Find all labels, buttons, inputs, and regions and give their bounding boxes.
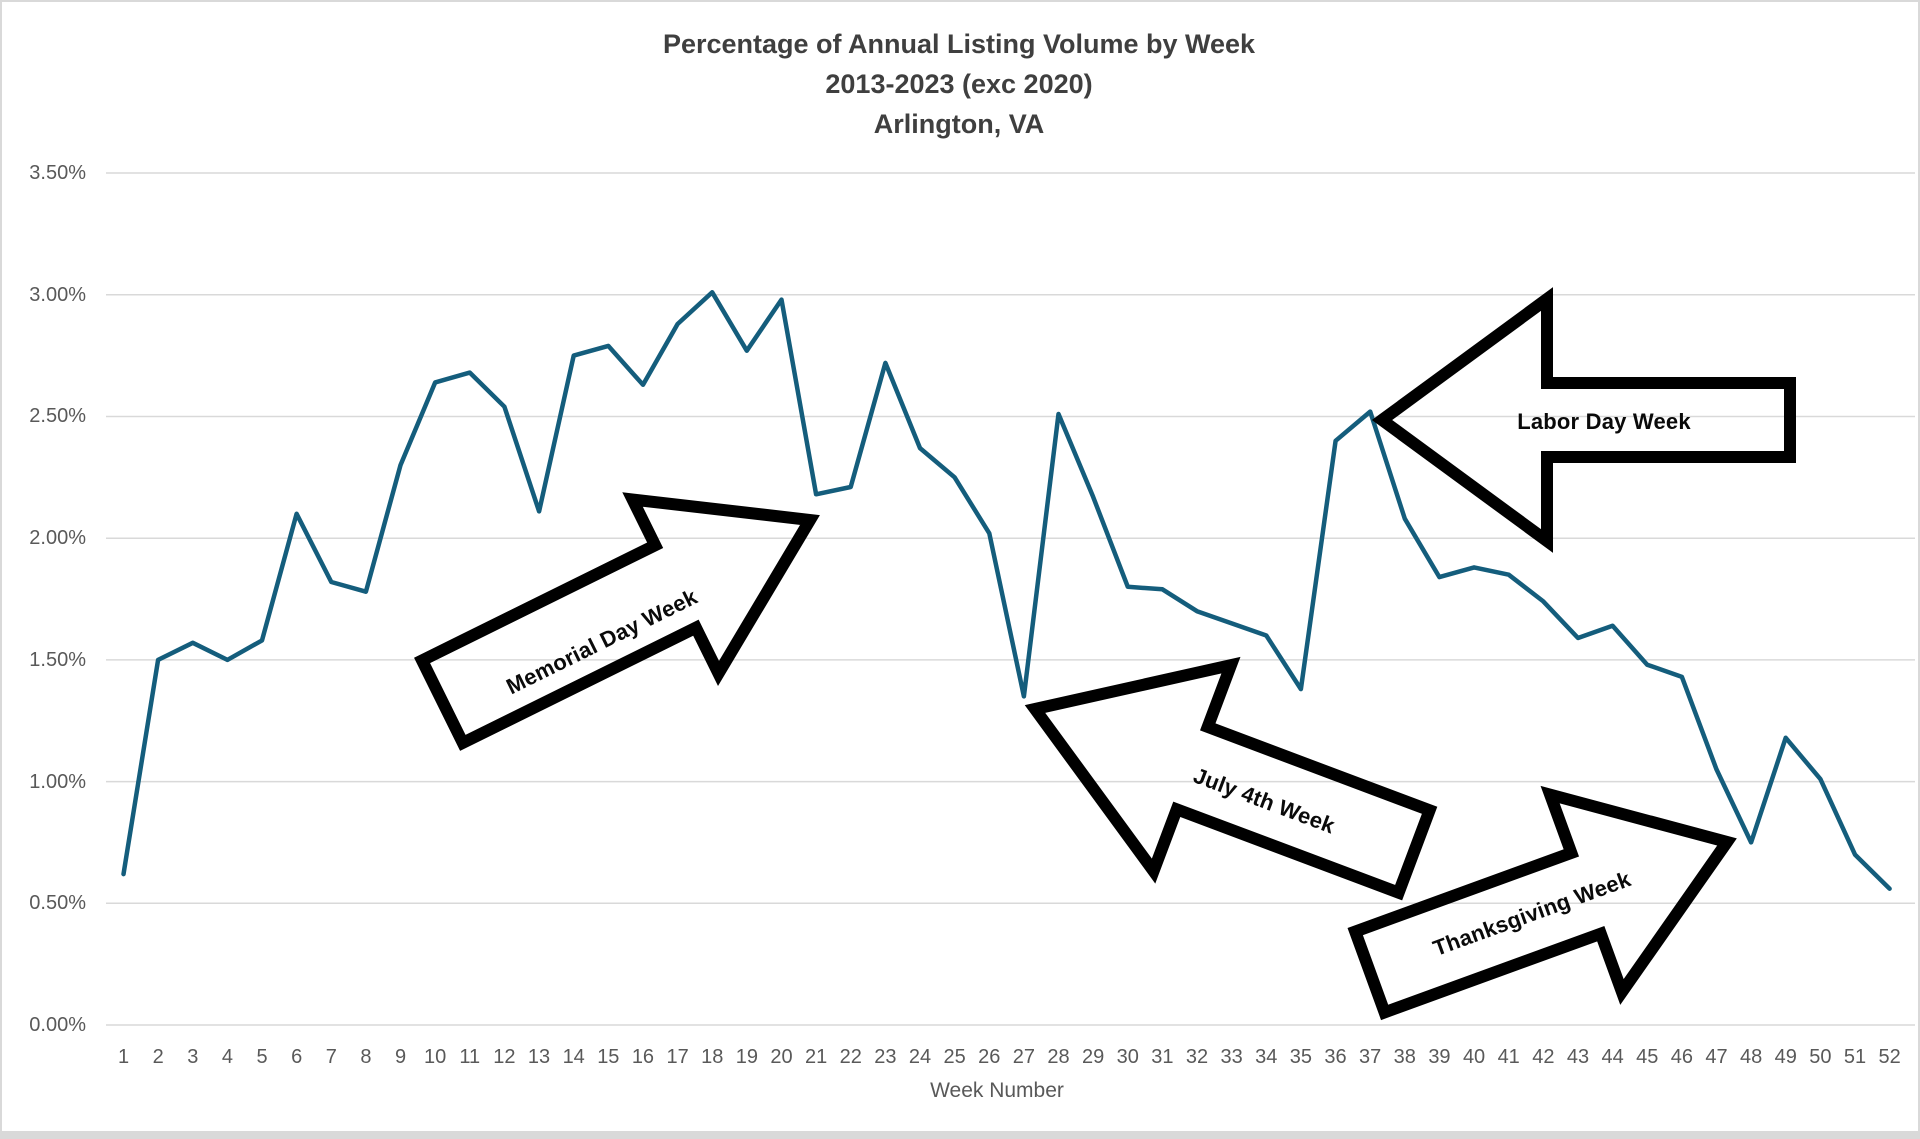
chart-title: Percentage of Annual Listing Volume by W…	[2, 24, 1916, 144]
x-tick-label: 15	[597, 1046, 620, 1068]
x-tick-label: 30	[1116, 1046, 1139, 1068]
y-tick-label: 0.50%	[29, 892, 86, 915]
y-tick-label: 0.00%	[29, 1014, 86, 1036]
x-tick-label: 25	[943, 1046, 966, 1068]
x-tick-label: 14	[562, 1046, 585, 1068]
x-tick-label: 44	[1601, 1046, 1624, 1068]
x-tick-label: 13	[527, 1046, 551, 1068]
x-tick-label: 35	[1289, 1046, 1313, 1068]
x-tick-label: 7	[325, 1046, 337, 1068]
x-tick-label: 2	[152, 1046, 164, 1068]
x-tick-label: 41	[1497, 1046, 1520, 1068]
x-tick-label: 33	[1220, 1046, 1243, 1068]
x-tick-label: 28	[1047, 1046, 1070, 1068]
x-tick-label: 17	[666, 1046, 689, 1068]
data-series-line	[121, 290, 1892, 891]
labor-day-arrow	[1371, 287, 1796, 553]
july-4th-arrow	[1024, 656, 1438, 901]
y-tick-label: 1.50%	[29, 648, 86, 671]
x-tick-label: 45	[1636, 1046, 1659, 1068]
x-tick-label: 42	[1532, 1046, 1555, 1068]
gridlines	[106, 172, 1915, 1026]
x-tick-label: 26	[978, 1046, 1001, 1068]
x-tick-label: 47	[1705, 1046, 1728, 1068]
x-tick-label: 20	[770, 1046, 793, 1068]
y-tick-label: 3.00%	[29, 283, 86, 306]
x-tick-label: 22	[839, 1046, 862, 1068]
x-tick-label: 50	[1809, 1046, 1832, 1068]
x-tick-label: 38	[1393, 1046, 1416, 1068]
x-tick-label: 21	[804, 1046, 828, 1068]
x-tick-label: 51	[1843, 1046, 1867, 1068]
chart-title-line1: Percentage of Annual Listing Volume by W…	[662, 29, 1256, 59]
x-tick-label: 39	[1428, 1046, 1451, 1068]
y-tick-label: 2.00%	[29, 527, 86, 550]
x-tick-label: 49	[1774, 1046, 1797, 1068]
x-tick-label: 6	[291, 1046, 303, 1068]
x-tick-label: 16	[631, 1046, 655, 1068]
y-tick-label: 2.50%	[29, 405, 86, 428]
x-axis-title: Week Number	[930, 1079, 1064, 1102]
memorial-day-arrow	[414, 492, 820, 751]
x-tick-label: 27	[1012, 1046, 1035, 1068]
x-tick-label: 10	[424, 1046, 447, 1068]
x-tick-label: 19	[735, 1046, 758, 1068]
x-tick-label: 23	[874, 1046, 897, 1068]
x-tick-label: 34	[1255, 1046, 1278, 1068]
x-tick-label: 12	[493, 1046, 516, 1068]
y-tick-label: 1.00%	[29, 770, 86, 793]
x-tick-label: 1	[117, 1046, 130, 1068]
x-tick-label: 5	[256, 1046, 268, 1068]
x-tick-label: 4	[221, 1046, 233, 1068]
x-tick-label: 52	[1878, 1046, 1901, 1068]
x-tick-label: 24	[908, 1046, 932, 1068]
x-tick-label: 40	[1462, 1046, 1486, 1068]
x-tick-label: 8	[360, 1046, 372, 1068]
x-tick-label: 46	[1670, 1046, 1693, 1068]
x-tick-label: 18	[701, 1046, 724, 1068]
x-tick-label: 31	[1151, 1046, 1174, 1068]
thanksgiving-arrow	[1347, 785, 1737, 1021]
chart-title-line2: 2013-2023 (exc 2020)	[825, 69, 1093, 99]
labor-day-arrow-label: Labor Day Week	[1517, 409, 1691, 434]
x-tick-label: 36	[1324, 1046, 1347, 1068]
chart-title-line3: Arlington, VA	[873, 109, 1045, 139]
x-tick-label: 11	[459, 1046, 481, 1068]
x-tick-label: 43	[1566, 1046, 1590, 1068]
x-tick-label: 48	[1739, 1046, 1763, 1068]
x-tick-label: 37	[1359, 1046, 1382, 1068]
x-tick-label: 3	[187, 1046, 199, 1068]
y-tick-label: 3.50%	[29, 162, 86, 185]
x-tick-label: 9	[394, 1046, 407, 1068]
x-tick-label: 29	[1082, 1046, 1105, 1068]
x-tick-label: 32	[1185, 1046, 1209, 1068]
